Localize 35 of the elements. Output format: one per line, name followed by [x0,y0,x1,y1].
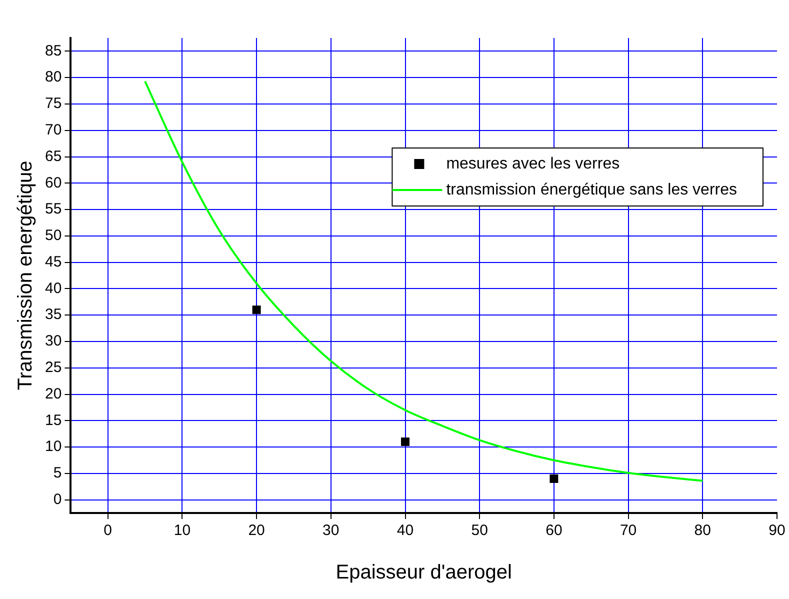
x-tick-label: 80 [694,522,711,540]
point [252,306,261,314]
x-tick-label: 60 [546,522,562,540]
y-tick-label: 55 [44,200,62,218]
y-tick-label: 50 [44,227,62,244]
y-tick-label: 20 [44,385,62,402]
y-tick-label: 65 [44,148,62,165]
x-tick-label: 50 [471,522,488,540]
y-tick-label: 85 [44,42,62,60]
x-tick-label: 0 [104,522,112,540]
y-tick-label: 10 [44,438,62,456]
y-tick-label: 40 [44,280,62,297]
y-tick-label: 60 [44,174,62,192]
y-tick-label: 5 [53,464,62,482]
x-tick-label: 90 [768,522,786,540]
x-tick-label: 20 [248,522,265,540]
x-tick-label: 40 [396,522,414,540]
x-axis-title: Epaisseur d'aerogel [336,562,512,584]
x-tick-label: 10 [174,522,191,540]
y-tick-label: 80 [44,68,62,86]
y-tick-label: 0 [53,490,62,508]
legend-label: mesures avec les verres [446,155,620,172]
y-tick-label: 35 [44,306,62,324]
y-tick-label: 75 [44,95,62,112]
y-tick-label: 25 [44,359,62,376]
y-tick-label: 45 [44,253,62,270]
y-tick-label: 15 [44,412,62,429]
point [401,438,410,446]
y-axis-title: Transmission energétique [14,160,37,390]
point [550,474,558,483]
y-tick-label: 70 [44,122,62,138]
x-tick-label: 30 [322,522,340,540]
x-tick-label: 70 [620,522,637,540]
legend-label: transmission énergétique sans les verres [446,181,738,198]
y-tick-label: 30 [44,332,62,350]
